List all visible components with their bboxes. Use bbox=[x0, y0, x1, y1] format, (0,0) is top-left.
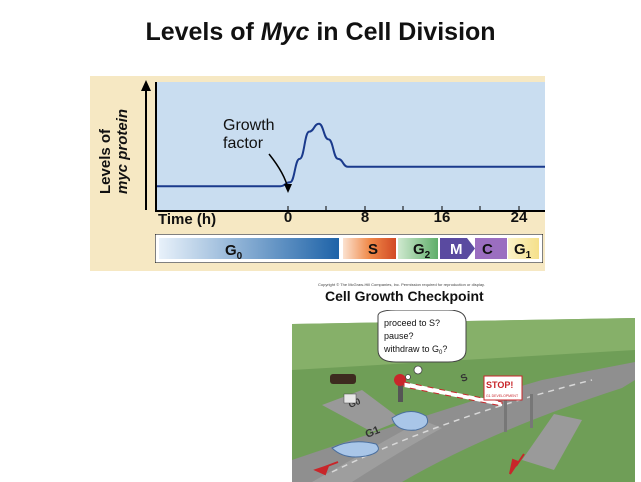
bubble-line1: proceed to S? bbox=[384, 318, 440, 328]
time-axis: Time (h) 0 8 16 24 bbox=[158, 206, 528, 228]
checkpoint-illustration: G1 G0 S STOP! G1 DEVELOPMENT proceed to … bbox=[292, 310, 635, 482]
stop-sign-post-right bbox=[530, 394, 533, 428]
phase-g1-label: G1 bbox=[514, 241, 532, 261]
phase-s-segment bbox=[343, 238, 396, 259]
annotation-growth-factor-line1: Growth bbox=[223, 117, 275, 134]
thought-dot-1 bbox=[413, 365, 423, 375]
copyright-notice: Copyright © The McGraw-Hill Companies, I… bbox=[318, 282, 485, 287]
annotation-arrowhead bbox=[284, 184, 292, 193]
x-tick-8: 8 bbox=[361, 209, 369, 226]
phase-g1-segment bbox=[508, 238, 539, 259]
plot-area: Growth factor bbox=[155, 82, 545, 212]
road-g0-branch bbox=[322, 390, 402, 432]
y-axis-label-line2: myc protein bbox=[114, 109, 131, 194]
gate-bar bbox=[403, 381, 503, 407]
phase-c-segment bbox=[475, 238, 507, 259]
phase-g0-segment bbox=[159, 238, 339, 259]
stop-sign-subtext: G1 DEVELOPMENT bbox=[486, 394, 519, 398]
phase-m-segment bbox=[440, 238, 475, 259]
myc-level-curve bbox=[157, 122, 545, 188]
phase-c-label: C bbox=[482, 241, 493, 258]
cart-object bbox=[330, 374, 356, 384]
phase-g2-segment bbox=[398, 238, 438, 259]
stop-sign-title: STOP! bbox=[486, 380, 513, 390]
road-right-branch bbox=[522, 414, 582, 470]
cell-blob-left bbox=[331, 441, 379, 458]
red-arrow-right bbox=[509, 453, 525, 475]
red-arrow-left bbox=[313, 461, 339, 476]
phase-m-label: M bbox=[450, 241, 463, 258]
gate-post bbox=[398, 382, 403, 402]
bubble-line2: pause? bbox=[384, 331, 414, 341]
road-label-s: S bbox=[459, 372, 469, 385]
annotation-growth-factor-line2: factor bbox=[223, 135, 264, 152]
phase-s-label: S bbox=[368, 241, 378, 258]
phase-g2-label: G2 bbox=[413, 241, 431, 261]
cell-cycle-phase-bar: G0 S G2 M C G1 bbox=[155, 234, 543, 263]
signpost-g0 bbox=[343, 393, 357, 404]
gate-light bbox=[394, 374, 406, 386]
bubble-line3: withdraw to G0? bbox=[383, 344, 447, 356]
x-tick-0: 0 bbox=[284, 209, 292, 226]
thought-dot-2 bbox=[405, 374, 411, 380]
x-tick-16: 16 bbox=[434, 209, 451, 226]
main-title: Levels of Myc in Cell Division bbox=[145, 18, 496, 46]
stop-sign-board bbox=[483, 375, 523, 401]
phase-g0-label: G0 bbox=[225, 242, 243, 262]
cell-blob-center bbox=[391, 411, 429, 431]
x-tick-24: 24 bbox=[511, 209, 528, 226]
y-axis-label-line1: Levels of bbox=[97, 128, 114, 194]
y-axis-label: Levels of myc protein bbox=[97, 109, 131, 194]
road-label-g1: G1 bbox=[364, 424, 382, 441]
stop-sign-post bbox=[504, 398, 507, 432]
x-axis-label: Time (h) bbox=[158, 211, 216, 228]
speech-bubble bbox=[377, 310, 467, 363]
checkpoint-title: Cell Growth Checkpoint bbox=[325, 288, 484, 304]
y-axis-arrow bbox=[141, 80, 151, 210]
